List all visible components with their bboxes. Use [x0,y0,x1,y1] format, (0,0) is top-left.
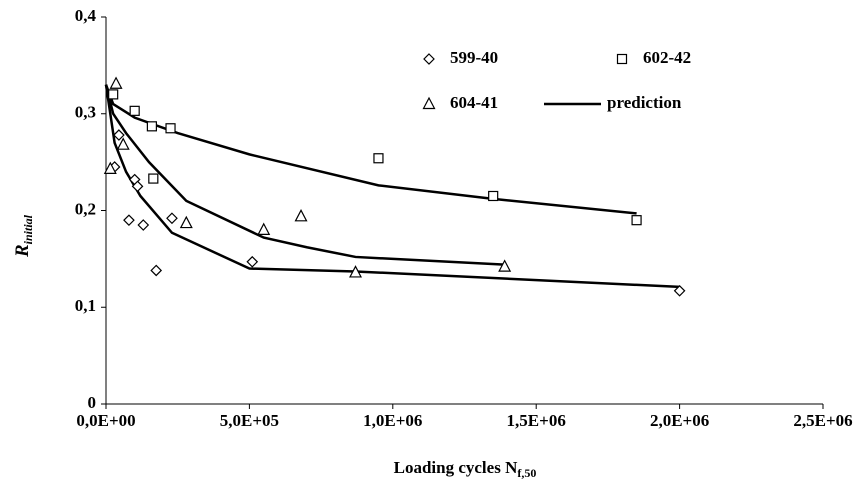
diamond-marker [246,255,259,268]
y-tick-label: 0,3 [75,103,96,122]
triangle-marker [116,137,130,150]
x-axis-title: Loading cycles Nf,50 [394,458,537,480]
triangle-marker [109,76,123,89]
y-tick-label: 0,1 [75,296,96,315]
square-marker [631,215,642,226]
legend-label: prediction [607,93,682,112]
x-tick-label: 5,0E+05 [220,411,279,430]
triangle-marker [179,215,193,229]
triangle-marker [294,209,308,222]
x-tick-label: 0,0E+00 [76,411,135,430]
diamond-marker [673,284,686,297]
legend-label: 604-41 [450,93,498,112]
triangle-marker [349,265,363,278]
diamond-marker [166,212,178,225]
square-marker [373,153,384,164]
square-marker [488,190,499,202]
diamond-marker [131,180,144,193]
diamond-marker [137,219,150,231]
x-tick-label: 2,0E+06 [650,411,709,430]
legend-label: 599-40 [450,48,498,67]
prediction-line [104,84,680,289]
diamond-marker [150,264,163,277]
x-tick-label: 1,5E+06 [507,411,566,430]
triangle-marker [498,259,512,272]
x-tick-label: 1,0E+06 [363,411,422,430]
square-marker [108,89,119,100]
diamond-marker [113,129,125,141]
y-tick-label: 0,4 [75,6,97,25]
y-tick-label: 0 [88,393,97,412]
prediction-line [104,84,505,266]
x-tick-label: 2,5E+06 [793,411,852,430]
square-marker [146,121,157,132]
legend-marker [422,96,436,110]
diamond-marker [123,214,135,227]
square-marker [165,123,176,134]
legend-marker [616,53,628,65]
y-axis-title: Rinitial [12,214,34,258]
legend-marker [423,53,435,65]
square-marker [129,105,140,116]
square-marker [148,173,159,184]
prediction-line [104,84,637,215]
y-tick-label: 0,2 [75,199,96,218]
legend-label: 602-42 [643,48,691,67]
triangle-marker [257,222,271,235]
triangle-marker [103,161,117,174]
